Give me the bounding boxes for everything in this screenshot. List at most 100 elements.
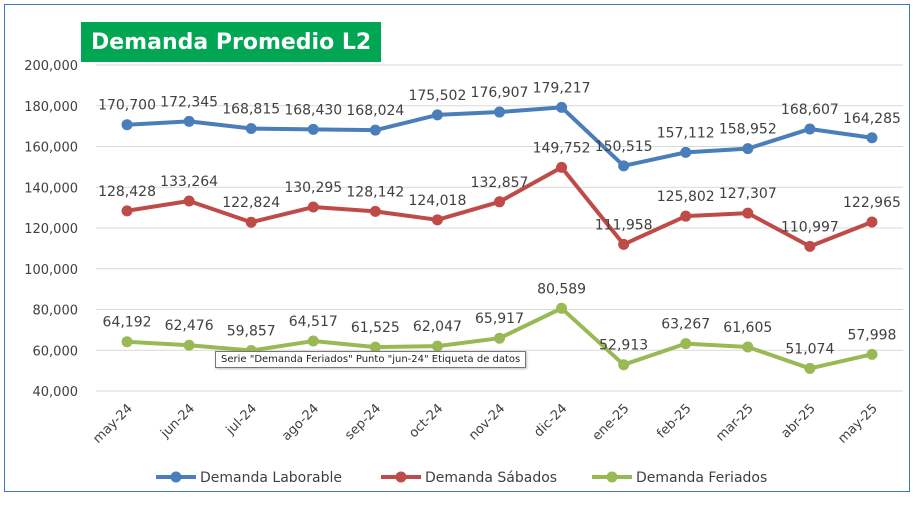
legend-marker [170, 471, 182, 483]
data-label[interactable]: 110,997 [781, 219, 839, 235]
y-axis: 40,000 60,000 80,000 100,000 120,000 140,000 1… [24, 59, 78, 400]
data-point[interactable] [680, 210, 692, 222]
data-label[interactable]: 164,285 [843, 111, 901, 127]
x-tick-label: ago-24 [279, 401, 322, 444]
data-point[interactable] [866, 216, 878, 228]
y-tick-label: 140,000 [24, 181, 78, 196]
x-tick-label: may-24 [90, 401, 135, 446]
data-label[interactable]: 176,907 [471, 85, 529, 101]
chart-title-box[interactable]: Demanda Promedio L2 [81, 22, 382, 62]
data-point[interactable] [494, 332, 505, 344]
data-point[interactable] [804, 362, 816, 374]
data-label[interactable]: 57,998 [847, 327, 896, 343]
data-point[interactable] [369, 341, 381, 353]
legend-entry[interactable]: Demanda Sábados [425, 470, 557, 486]
data-point[interactable] [866, 132, 878, 144]
data-label[interactable]: 61,525 [351, 320, 400, 336]
data-point[interactable] [556, 101, 568, 113]
legend-entry[interactable]: Demanda Laborable [200, 470, 342, 486]
x-tick-label: ene-25 [590, 401, 633, 444]
data-label[interactable]: 172,345 [160, 94, 218, 110]
data-label[interactable]: 52,913 [599, 338, 648, 354]
data-point[interactable] [431, 340, 443, 352]
data-label[interactable]: 122,965 [843, 195, 901, 211]
data-label[interactable]: 168,815 [222, 102, 280, 118]
data-point[interactable] [556, 161, 568, 173]
data-label[interactable]: 124,018 [408, 193, 466, 209]
data-point[interactable] [680, 146, 692, 158]
data-point[interactable] [431, 214, 443, 226]
data-point[interactable] [307, 201, 319, 213]
data-label[interactable]: 158,952 [719, 122, 777, 138]
legend-marker [606, 471, 618, 483]
x-tick-label: nov-24 [466, 401, 508, 443]
data-label[interactable]: 64,192 [103, 315, 152, 331]
data-label[interactable]: 170,700 [98, 98, 156, 114]
data-label[interactable]: 128,142 [346, 184, 404, 200]
data-label[interactable]: 157,112 [657, 125, 715, 141]
data-label[interactable]: 125,802 [657, 189, 715, 205]
data-point[interactable] [183, 339, 195, 351]
x-tick-label: oct-24 [406, 401, 446, 441]
data-point[interactable] [618, 359, 630, 371]
data-point[interactable] [369, 205, 381, 217]
legend-marker [395, 471, 407, 483]
legend-entry[interactable]: Demanda Feriados [636, 470, 767, 486]
data-point[interactable] [121, 119, 133, 131]
x-tick-label: jul-24 [223, 401, 260, 438]
data-label[interactable]: 179,217 [533, 80, 591, 96]
data-point[interactable] [866, 348, 878, 360]
data-point[interactable] [307, 123, 319, 135]
data-label[interactable]: 51,074 [785, 341, 834, 357]
data-point[interactable] [742, 143, 754, 155]
y-tick-label: 60,000 [33, 344, 79, 359]
data-label[interactable]: 62,047 [413, 319, 462, 335]
data-labels[interactable]: 170,700 172,345 168,815 168,430 168,024175,5… [98, 80, 901, 357]
data-label[interactable]: 168,607 [781, 102, 839, 118]
data-point[interactable] [245, 123, 257, 135]
data-label[interactable]: 111,958 [595, 217, 653, 233]
data-point[interactable] [431, 109, 443, 121]
data-label[interactable]: 63,267 [661, 317, 710, 333]
data-point[interactable] [618, 238, 630, 250]
data-point[interactable] [307, 335, 319, 347]
data-point[interactable] [369, 124, 381, 136]
data-label-tooltip: Serie "Demanda Feriados" Punto "jun-24" … [215, 351, 527, 368]
data-point[interactable] [494, 196, 505, 208]
data-label[interactable]: 65,917 [475, 311, 524, 327]
data-point[interactable] [804, 240, 816, 252]
data-label[interactable]: 80,589 [537, 281, 586, 297]
data-label[interactable]: 150,515 [595, 139, 653, 155]
data-point[interactable] [245, 216, 257, 228]
data-label[interactable]: 128,428 [98, 184, 156, 200]
data-point[interactable] [804, 123, 816, 135]
line-chart[interactable]: 40,000 60,000 80,000 100,000 120,000 140,000 1… [5, 5, 911, 493]
data-point[interactable] [121, 336, 133, 348]
data-label[interactable]: 61,605 [723, 320, 772, 336]
data-point[interactable] [183, 115, 195, 127]
data-label[interactable]: 132,857 [471, 175, 529, 191]
data-label[interactable]: 168,024 [346, 103, 404, 119]
data-label[interactable]: 130,295 [284, 180, 342, 196]
data-point[interactable] [680, 338, 692, 350]
data-point[interactable] [494, 106, 505, 118]
data-label[interactable]: 133,264 [160, 174, 218, 190]
data-label[interactable]: 149,752 [533, 140, 591, 156]
data-label[interactable]: 59,857 [227, 324, 276, 340]
data-point[interactable] [742, 207, 754, 219]
data-label[interactable]: 64,517 [289, 314, 338, 330]
data-label[interactable]: 168,430 [284, 102, 342, 118]
data-label[interactable]: 127,307 [719, 186, 777, 202]
legend[interactable]: Demanda Laborable Demanda Sábados Demanda … [156, 470, 767, 486]
x-tick-label: dic-24 [531, 401, 570, 440]
data-label[interactable]: 175,502 [408, 88, 466, 104]
data-label[interactable]: 62,476 [165, 318, 214, 334]
data-point[interactable] [618, 160, 630, 172]
data-point[interactable] [556, 302, 568, 314]
data-point[interactable] [742, 341, 754, 353]
data-point[interactable] [121, 205, 133, 217]
x-tick-label: jun-24 [157, 401, 198, 442]
y-tick-label: 180,000 [24, 100, 78, 115]
data-label[interactable]: 122,824 [222, 195, 280, 211]
data-point[interactable] [183, 195, 195, 207]
